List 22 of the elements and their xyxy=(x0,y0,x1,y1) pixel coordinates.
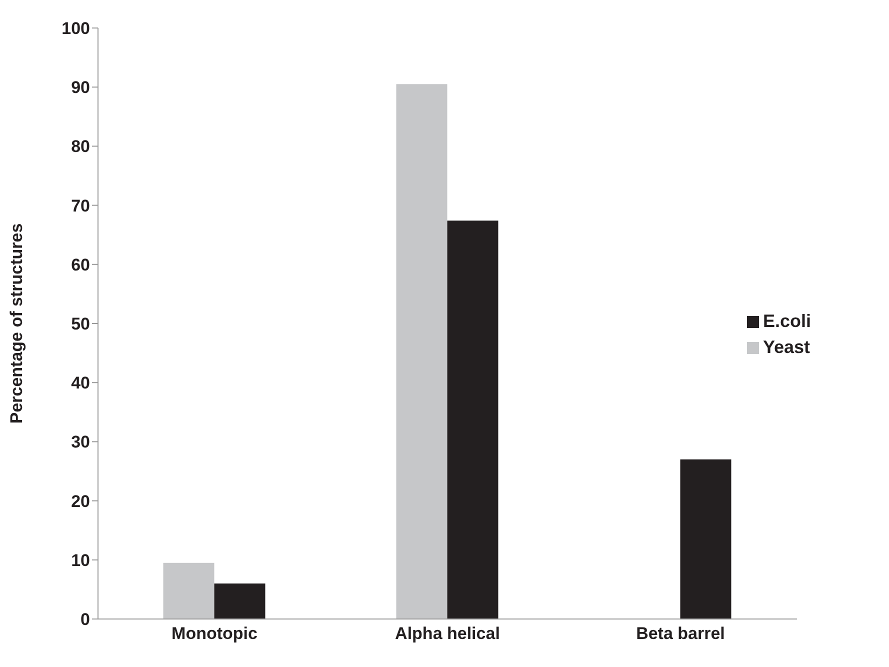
bar xyxy=(214,584,266,619)
legend-label: E.coli xyxy=(762,310,811,330)
y-axis-title: Percentage of structures xyxy=(7,223,26,424)
y-tick-label: 60 xyxy=(71,255,90,274)
y-tick-label: 50 xyxy=(71,314,90,334)
y-tick-label: 10 xyxy=(71,550,90,570)
y-tick-label: 0 xyxy=(80,610,90,630)
y-tick-label: 70 xyxy=(71,196,90,216)
y-tick-label: 80 xyxy=(71,137,90,156)
bar xyxy=(447,220,498,619)
x-tick-label: Monotopic xyxy=(172,624,258,644)
legend-label: Yeast xyxy=(762,336,810,356)
bar xyxy=(396,84,448,619)
y-tick-label: 20 xyxy=(71,492,90,511)
y-tick-label: 90 xyxy=(71,78,90,98)
bar xyxy=(163,562,214,619)
y-tick-label: 40 xyxy=(71,374,90,393)
y-tick-label: 100 xyxy=(62,19,90,38)
y-tick-label: 30 xyxy=(71,432,90,452)
x-tick-label: Alpha helical xyxy=(395,624,500,644)
bar xyxy=(680,459,732,619)
x-tick-label: Beta barrel xyxy=(636,624,725,644)
